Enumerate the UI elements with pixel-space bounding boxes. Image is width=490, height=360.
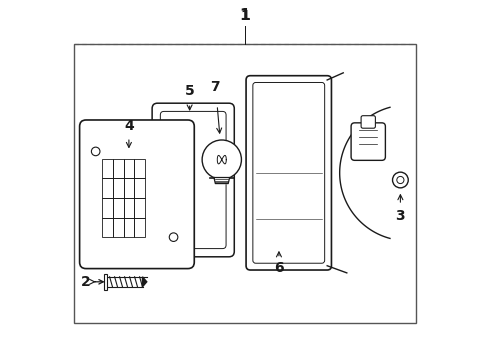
Text: 7: 7 (210, 80, 220, 94)
Text: 6: 6 (274, 261, 284, 275)
Bar (113, 217, 123, 237)
Polygon shape (104, 274, 107, 290)
Circle shape (202, 140, 242, 179)
Circle shape (397, 176, 404, 184)
Bar (134, 217, 145, 237)
Circle shape (169, 233, 178, 242)
Polygon shape (143, 277, 147, 287)
Text: 1: 1 (240, 9, 250, 23)
Bar (113, 158, 123, 178)
Text: 3: 3 (395, 209, 405, 223)
Bar (102, 178, 113, 198)
Bar (134, 158, 145, 178)
Text: 5: 5 (185, 84, 195, 98)
Text: 4: 4 (124, 120, 134, 134)
Text: 8: 8 (360, 139, 369, 153)
Bar (123, 158, 134, 178)
FancyBboxPatch shape (246, 76, 331, 270)
Bar (113, 178, 123, 198)
Circle shape (92, 147, 100, 156)
Circle shape (392, 172, 408, 188)
Bar (102, 217, 113, 237)
Bar (134, 198, 145, 217)
Bar (123, 198, 134, 217)
Bar (113, 198, 123, 217)
FancyBboxPatch shape (351, 123, 386, 160)
FancyBboxPatch shape (361, 116, 375, 128)
Bar (102, 158, 113, 178)
Bar (74, 44, 416, 323)
Bar (134, 178, 145, 198)
FancyBboxPatch shape (152, 103, 234, 257)
Polygon shape (214, 177, 230, 184)
Bar (123, 217, 134, 237)
Bar (102, 198, 113, 217)
Text: 2: 2 (81, 275, 91, 289)
FancyBboxPatch shape (79, 120, 194, 269)
Bar (123, 178, 134, 198)
Text: 1: 1 (240, 8, 250, 23)
